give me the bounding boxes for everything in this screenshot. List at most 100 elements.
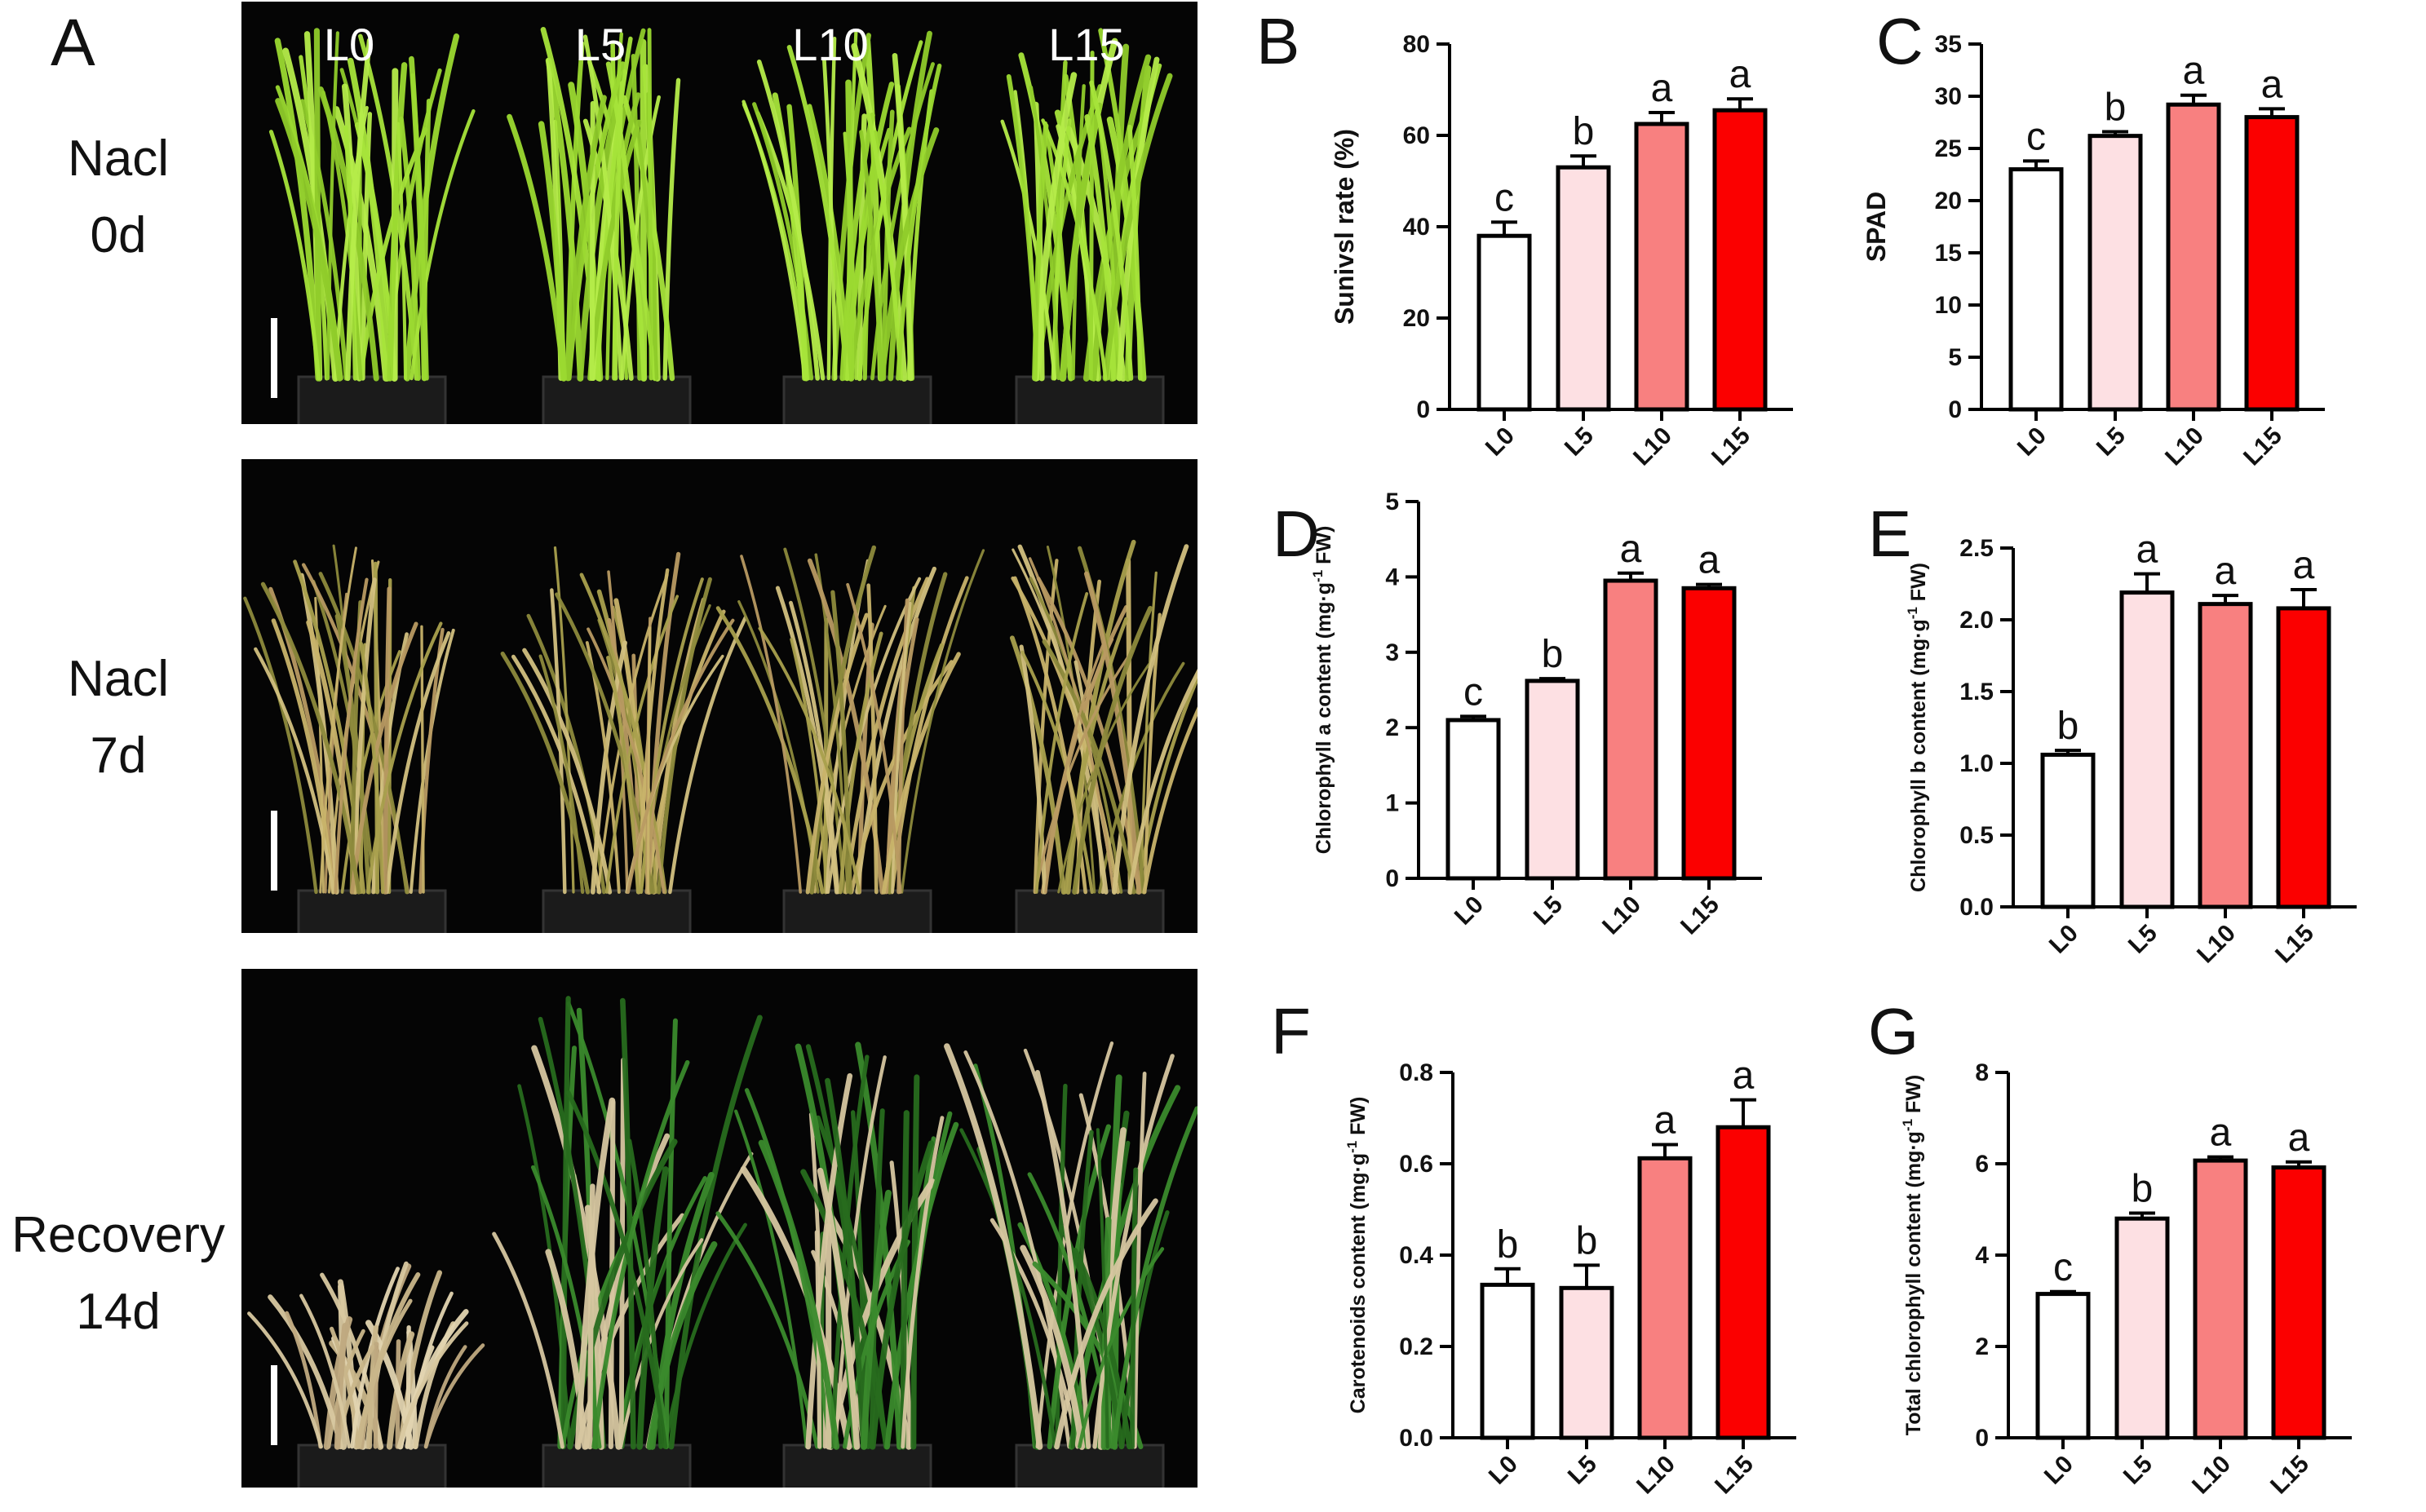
leaf-blade xyxy=(1032,123,1049,382)
leaf-blade xyxy=(1033,72,1078,382)
chart-panel-c: C 0 5 10 15 20 25 30 35 SPAD c L0 b L5 a L10 a L15 xyxy=(1862,5,2325,471)
leaf-blade xyxy=(910,1074,920,1450)
significance-label: a xyxy=(2293,544,2315,587)
chart-panel-d: D 0 1 2 3 4 5 Chlorophyll a content (mg·g-1 FW)… xyxy=(1273,489,1762,940)
y-axis-label: SPAD xyxy=(1862,192,1891,263)
plant-leaves xyxy=(944,1041,1198,1450)
leaf-blade xyxy=(1096,1128,1109,1449)
x-tick-label: L0 xyxy=(1484,1451,1523,1490)
significance-label: c xyxy=(1494,176,1514,219)
leaf-blade xyxy=(879,127,940,382)
leaf-blade xyxy=(901,1116,945,1449)
leaf-blade xyxy=(1132,1072,1147,1449)
leaf-blade xyxy=(595,36,633,381)
photo-canvas: L0 L5 L10 L15 xyxy=(241,2,1198,424)
bar-l15 xyxy=(1681,586,1737,881)
leaf-blade xyxy=(825,1077,866,1450)
scale-bar xyxy=(271,318,277,398)
x-tick-label: L5 xyxy=(2123,920,2163,959)
leaf-blade xyxy=(1089,80,1134,381)
y-axis-label-part: FW) xyxy=(1347,1097,1370,1141)
y-axis-label-superscript: -1 xyxy=(1905,607,1920,619)
x-tick-label: L10 xyxy=(2187,1451,2236,1500)
leaf-blade xyxy=(846,582,902,894)
plant-pot xyxy=(782,889,932,933)
bar-l5 xyxy=(2087,134,2143,412)
leaf-blade xyxy=(620,997,636,1450)
panel-letter: E xyxy=(1868,497,1911,570)
y-axis-label: Total chlorophyll content (mg·g-1 FW) xyxy=(1900,1075,1925,1435)
y-axis-label-part: FW) xyxy=(1313,526,1335,570)
bar-l15 xyxy=(1715,1125,1771,1440)
bar-l0 xyxy=(2008,167,2064,412)
leaf-blade xyxy=(668,616,748,895)
leaf-blade xyxy=(805,1044,871,1450)
y-tick-label: 0 xyxy=(1948,396,1962,423)
leaf-blade xyxy=(591,1059,690,1449)
significance-label: c xyxy=(2026,115,2046,158)
leaf-blade xyxy=(809,545,877,895)
y-tick-label: 35 xyxy=(1935,31,1962,58)
x-tick-label: L15 xyxy=(2238,422,2287,471)
leaf-blade xyxy=(663,1018,678,1449)
leaf-blade xyxy=(783,547,847,894)
leaf-blade xyxy=(612,81,625,381)
y-tick-label: 2.5 xyxy=(1959,535,1994,562)
y-axis-label-part: Chlorophyll b content (mg·g xyxy=(1907,619,1930,892)
leaf-blade xyxy=(1129,1167,1139,1449)
significance-label: a xyxy=(2215,550,2237,593)
x-tick-label: L0 xyxy=(1450,891,1489,931)
leaf-blade xyxy=(350,621,418,895)
leaf-blade xyxy=(1126,558,1133,895)
leaf-blade xyxy=(268,130,321,381)
y-axis-label-part: Carotenoids content (mg·g xyxy=(1347,1153,1370,1413)
leaf-blade xyxy=(318,572,409,895)
x-tick-label: L15 xyxy=(1707,422,1755,471)
row-label-line2: 0d xyxy=(90,207,147,263)
leaf-blade xyxy=(1071,84,1086,381)
x-tick-label: L5 xyxy=(2092,422,2131,462)
leaf-blade xyxy=(1041,118,1108,381)
leaf-blade xyxy=(817,1167,861,1450)
leaf-blade xyxy=(1009,635,1066,895)
plant-pot xyxy=(1015,889,1165,933)
bar-l15 xyxy=(1712,108,1768,412)
bar-l15 xyxy=(2244,115,2300,412)
leaf-blade xyxy=(604,595,680,894)
y-tick-label: 0.6 xyxy=(1399,1151,1433,1178)
leaf-blade xyxy=(345,38,373,382)
significance-label: a xyxy=(2288,1116,2310,1160)
plant-pot xyxy=(1015,375,1165,424)
y-tick-label: 8 xyxy=(1975,1059,1989,1086)
bar-l5 xyxy=(1525,679,1580,881)
panel-a-letter: A xyxy=(51,6,95,80)
panel-letter: B xyxy=(1256,5,1299,77)
leaf-blade xyxy=(587,119,642,382)
leaf-blade xyxy=(892,52,914,382)
leaf-blade xyxy=(844,82,895,382)
leaf-blade xyxy=(582,34,623,381)
leaf-blade xyxy=(742,99,807,381)
x-tick-label: L5 xyxy=(1560,422,1599,462)
leaf-blade xyxy=(1142,706,1198,895)
row-label-line1: Recovery xyxy=(11,1207,225,1263)
row-label-line2: 7d xyxy=(90,727,147,784)
leaf-blade xyxy=(299,573,339,895)
leaf-blade xyxy=(839,631,883,895)
leaf-blade xyxy=(538,654,585,895)
leaf-blade xyxy=(959,1128,1057,1449)
leaf-blade xyxy=(361,112,373,381)
leaf-blade xyxy=(901,549,985,894)
leaf-blade xyxy=(565,1090,668,1449)
bar-l0 xyxy=(2040,752,2096,909)
leaf-blade xyxy=(530,1165,602,1449)
leaf-blade xyxy=(668,1015,763,1450)
leaf-blade xyxy=(396,122,408,381)
significance-label: b xyxy=(2057,705,2079,748)
leaf-blade xyxy=(553,546,575,894)
panel-letter: D xyxy=(1273,497,1320,570)
leaf-blade xyxy=(1034,649,1134,894)
x-tick-label: L15 xyxy=(2270,920,2319,969)
leaf-blade xyxy=(645,551,681,895)
leaf-blade xyxy=(1140,571,1158,894)
